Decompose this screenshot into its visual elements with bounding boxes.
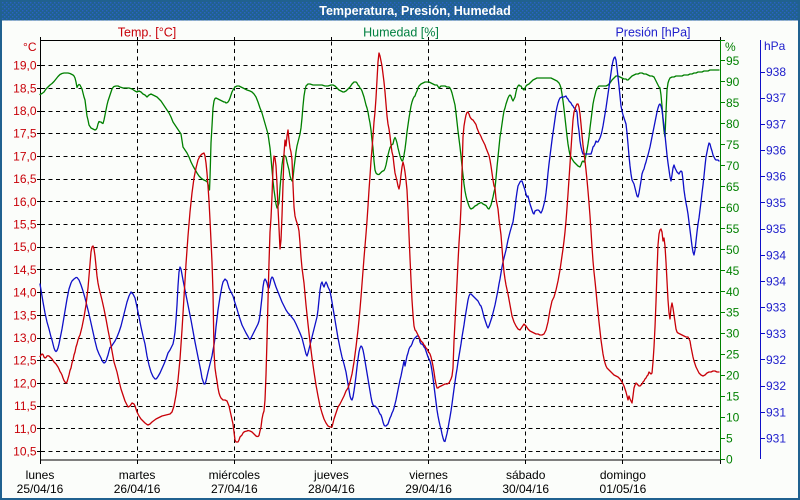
- svg-text:Presión [hPa]: Presión [hPa]: [615, 26, 690, 40]
- svg-text:90: 90: [726, 75, 740, 89]
- svg-text:14,0: 14,0: [13, 286, 37, 300]
- svg-text:hPa: hPa: [764, 39, 786, 53]
- svg-text:18,0: 18,0: [13, 104, 37, 118]
- svg-text:12,0: 12,0: [13, 376, 37, 390]
- svg-text:26/04/16: 26/04/16: [114, 482, 161, 496]
- svg-text:35: 35: [726, 306, 740, 320]
- svg-text:45: 45: [726, 264, 740, 278]
- svg-text:17,5: 17,5: [13, 127, 37, 141]
- svg-text:75: 75: [726, 138, 740, 152]
- svg-text:°C: °C: [23, 40, 37, 54]
- svg-text:jueves: jueves: [313, 468, 349, 482]
- svg-text:28/04/16: 28/04/16: [308, 482, 355, 496]
- svg-text:933: 933: [766, 301, 786, 315]
- svg-text:lunes: lunes: [26, 468, 55, 482]
- svg-text:miércoles: miércoles: [209, 468, 260, 482]
- svg-text:martes: martes: [119, 468, 156, 482]
- svg-text:30/04/16: 30/04/16: [502, 482, 549, 496]
- svg-text:0: 0: [726, 453, 733, 467]
- svg-text:13,0: 13,0: [13, 331, 37, 345]
- svg-text:16,5: 16,5: [13, 172, 37, 186]
- svg-text:Temperatura, Presión, Humedad: Temperatura, Presión, Humedad: [319, 4, 511, 18]
- svg-text:11,0: 11,0: [14, 422, 37, 436]
- svg-text:935: 935: [766, 222, 786, 236]
- svg-text:936: 936: [766, 170, 786, 184]
- svg-text:Temp. [°C]: Temp. [°C]: [118, 26, 176, 40]
- svg-text:934: 934: [766, 248, 786, 262]
- svg-text:25: 25: [726, 348, 740, 362]
- svg-text:50: 50: [726, 243, 740, 257]
- svg-text:934: 934: [766, 274, 786, 288]
- svg-text:14,5: 14,5: [13, 263, 37, 277]
- svg-text:931: 931: [766, 432, 786, 446]
- svg-text:29/04/16: 29/04/16: [405, 482, 452, 496]
- svg-text:17,0: 17,0: [13, 149, 37, 163]
- svg-text:937: 937: [766, 91, 786, 105]
- svg-text:15: 15: [726, 390, 740, 404]
- svg-text:938: 938: [766, 65, 786, 79]
- svg-text:80: 80: [726, 117, 740, 131]
- svg-text:10,5: 10,5: [13, 445, 37, 459]
- svg-text:%: %: [725, 40, 736, 54]
- svg-text:935: 935: [766, 196, 786, 210]
- svg-text:16,0: 16,0: [13, 195, 37, 209]
- svg-text:15,5: 15,5: [13, 218, 37, 232]
- svg-text:01/05/16: 01/05/16: [600, 482, 647, 496]
- svg-text:933: 933: [766, 327, 786, 341]
- svg-text:60: 60: [726, 201, 740, 215]
- svg-text:932: 932: [766, 379, 786, 393]
- svg-text:12,5: 12,5: [13, 354, 37, 368]
- svg-text:65: 65: [726, 180, 740, 194]
- svg-text:70: 70: [726, 159, 740, 173]
- svg-text:931: 931: [766, 405, 786, 419]
- svg-text:932: 932: [766, 353, 786, 367]
- svg-text:5: 5: [726, 432, 733, 446]
- svg-text:936: 936: [766, 144, 786, 158]
- svg-text:95: 95: [726, 54, 740, 68]
- svg-text:937: 937: [766, 117, 786, 131]
- svg-text:10: 10: [726, 411, 740, 425]
- svg-text:viernes: viernes: [409, 468, 448, 482]
- svg-text:19,0: 19,0: [13, 59, 37, 73]
- svg-text:18,5: 18,5: [13, 81, 37, 95]
- svg-text:55: 55: [726, 222, 740, 236]
- svg-text:25/04/16: 25/04/16: [17, 482, 64, 496]
- svg-text:85: 85: [726, 96, 740, 110]
- svg-text:30: 30: [726, 327, 740, 341]
- svg-text:11,5: 11,5: [14, 399, 37, 413]
- svg-text:13,5: 13,5: [13, 308, 37, 322]
- svg-text:sábado: sábado: [506, 468, 546, 482]
- svg-text:15,0: 15,0: [13, 240, 37, 254]
- svg-text:Humedad [%]: Humedad [%]: [363, 26, 439, 40]
- svg-text:domingo: domingo: [600, 468, 646, 482]
- svg-text:27/04/16: 27/04/16: [211, 482, 258, 496]
- svg-text:20: 20: [726, 369, 740, 383]
- svg-text:40: 40: [726, 285, 740, 299]
